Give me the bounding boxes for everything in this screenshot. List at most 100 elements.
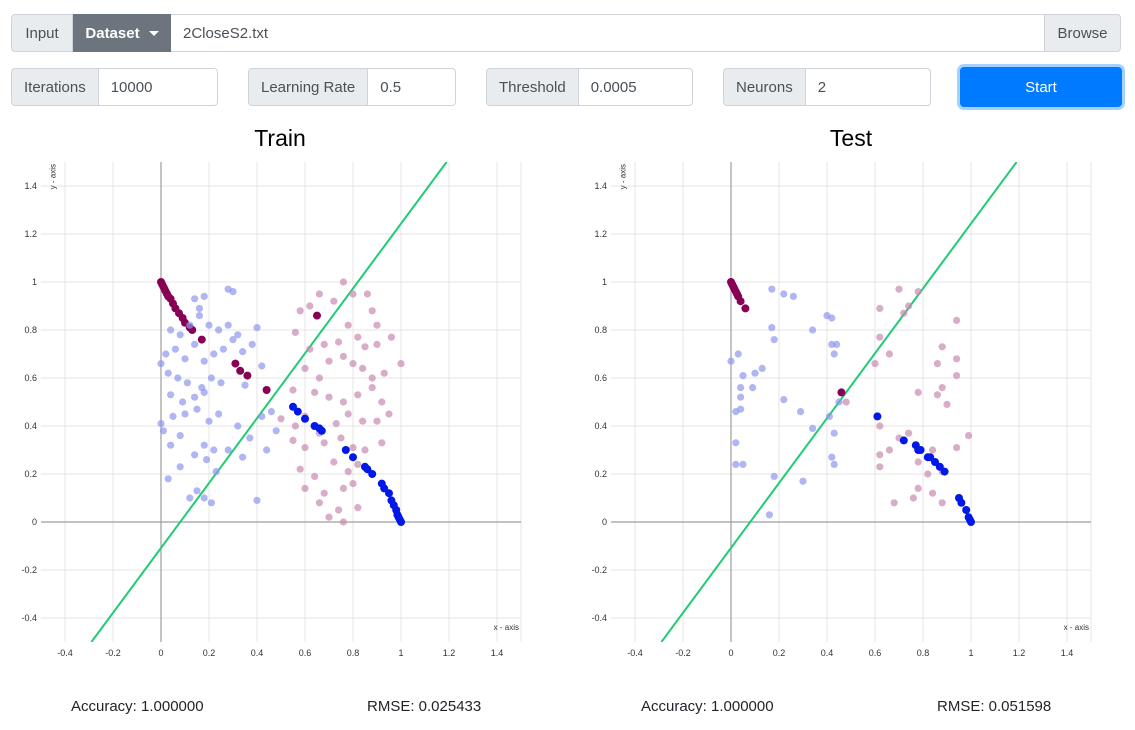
class-b-light-point [200, 388, 208, 396]
class-a-light-point [339, 352, 347, 360]
class-a-light-point [354, 391, 362, 399]
y-tick-label: 0.8 [24, 325, 37, 335]
class-b-light-point [167, 441, 175, 449]
class-b-light-point [176, 331, 184, 339]
class-b-light-point [207, 499, 215, 507]
class-a-light-point [291, 328, 299, 336]
class-b-light-point [174, 374, 182, 382]
test-scatter-chart: -0.4 -0.2 0 0.2 0.4 0.6 0.8 1 1.2 1.4 -0.4 -0.2 0 0.2… [591, 162, 1092, 658]
dataset-dropdown-label: Dataset [85, 24, 140, 42]
class-b-light-point [253, 496, 261, 504]
y-tick-label: 0.4 [594, 421, 607, 431]
class-a-light-point [378, 398, 386, 406]
input-label: Input [11, 14, 73, 52]
class-a-dark-point [231, 359, 240, 368]
class-b-light-point [799, 477, 807, 485]
x-tick-label: 0.8 [917, 648, 930, 658]
class-a-light-point [344, 410, 352, 418]
class-b-light-point [193, 405, 201, 413]
class-a-light-point [354, 333, 362, 341]
learning-rate-input[interactable]: 0.5 [368, 68, 456, 106]
class-a-light-point [339, 398, 347, 406]
class-a-light-point [335, 506, 343, 514]
test-rmse: RMSE: 0.051598 [937, 698, 1052, 715]
x-tick-label: -0.2 [675, 648, 691, 658]
class-a-light-point [359, 364, 367, 372]
dataset-dropdown[interactable]: Dataset [73, 14, 171, 52]
class-a-dark-point [736, 297, 745, 306]
class-a-light-point [909, 494, 917, 502]
class-b-light-point [219, 345, 227, 353]
class-b-light-point [203, 456, 211, 464]
class-a-light-point [929, 446, 937, 454]
threshold-input[interactable]: 0.0005 [578, 68, 693, 106]
class-b-light-point [200, 357, 208, 365]
start-button[interactable]: Start [960, 67, 1122, 107]
test-accuracy: Accuracy: 1.000000 [641, 698, 774, 715]
class-b-light-point [176, 432, 184, 440]
x-tick-label: 1.4 [1061, 648, 1074, 658]
train-chart-title: Train [254, 125, 306, 151]
class-a-light-point [378, 439, 386, 447]
class-a-light-point [380, 369, 388, 377]
class-b-light-point [830, 460, 838, 468]
learning-rate-label: Learning Rate [248, 68, 369, 106]
class-b-light-point [751, 369, 759, 377]
class-a-light-point [301, 484, 309, 492]
class-a-light-point [938, 499, 946, 507]
class-a-light-point [337, 434, 345, 442]
class-b-light-point [217, 379, 225, 387]
class-a-light-point [339, 518, 347, 526]
class-b-light-point [253, 324, 261, 332]
decision-boundary-line [90, 162, 448, 642]
class-b-light-point [181, 410, 189, 418]
filename-field[interactable]: 2CloseS2.txt [171, 14, 1044, 52]
iterations-group: Iterations 10000 [11, 68, 218, 106]
y-tick-label: 1.2 [594, 229, 607, 239]
x-tick-label: 0.2 [773, 648, 786, 658]
class-b-dark-point [965, 515, 974, 524]
class-b-light-point [830, 350, 838, 358]
class-a-light-point [885, 350, 893, 358]
class-a-light-point [354, 460, 362, 468]
class-a-light-point [876, 333, 884, 341]
class-b-light-point [171, 345, 179, 353]
x-axis-label: x - axis [1064, 623, 1089, 632]
y-tick-label: -0.2 [591, 565, 607, 575]
learning-rate-group: Learning Rate 0.5 [248, 68, 456, 106]
class-b-dark-point [341, 446, 350, 454]
class-a-light-point [397, 360, 405, 368]
class-b-light-point [765, 511, 773, 519]
class-a-light-point [306, 345, 314, 353]
class-b-light-point [167, 391, 175, 399]
class-b-dark-point [899, 436, 908, 445]
neurons-input[interactable]: 2 [805, 68, 931, 106]
class-b-light-point [224, 321, 232, 329]
class-a-light-point [320, 340, 328, 348]
iterations-input[interactable]: 10000 [98, 68, 218, 106]
class-b-light-point [770, 472, 778, 480]
class-a-light-point [953, 372, 961, 380]
browse-button[interactable]: Browse [1044, 14, 1121, 52]
class-b-dark-point [916, 446, 925, 454]
class-b-dark-point [293, 407, 302, 416]
y-tick-label: 1 [32, 277, 37, 287]
class-b-light-point [809, 424, 817, 432]
class-a-light-point [876, 463, 884, 471]
class-b-light-point [780, 396, 788, 404]
class-a-light-point [354, 504, 362, 512]
class-b-light-point [224, 446, 232, 454]
class-b-dark-point [301, 414, 309, 423]
class-b-light-point [734, 350, 742, 358]
y-tick-label: -0.4 [591, 613, 607, 623]
class-b-light-point [159, 427, 167, 435]
class-a-light-point [306, 302, 314, 310]
class-a-light-point [953, 355, 961, 363]
class-a-light-point [301, 364, 309, 372]
class-a-light-point [335, 338, 343, 346]
class-a-light-point [349, 290, 357, 298]
x-tick-label: -0.4 [57, 648, 73, 658]
class-a-light-point [933, 360, 941, 368]
x-axis-label: x - axis [494, 623, 519, 632]
test-chart-title: Test [829, 125, 873, 151]
